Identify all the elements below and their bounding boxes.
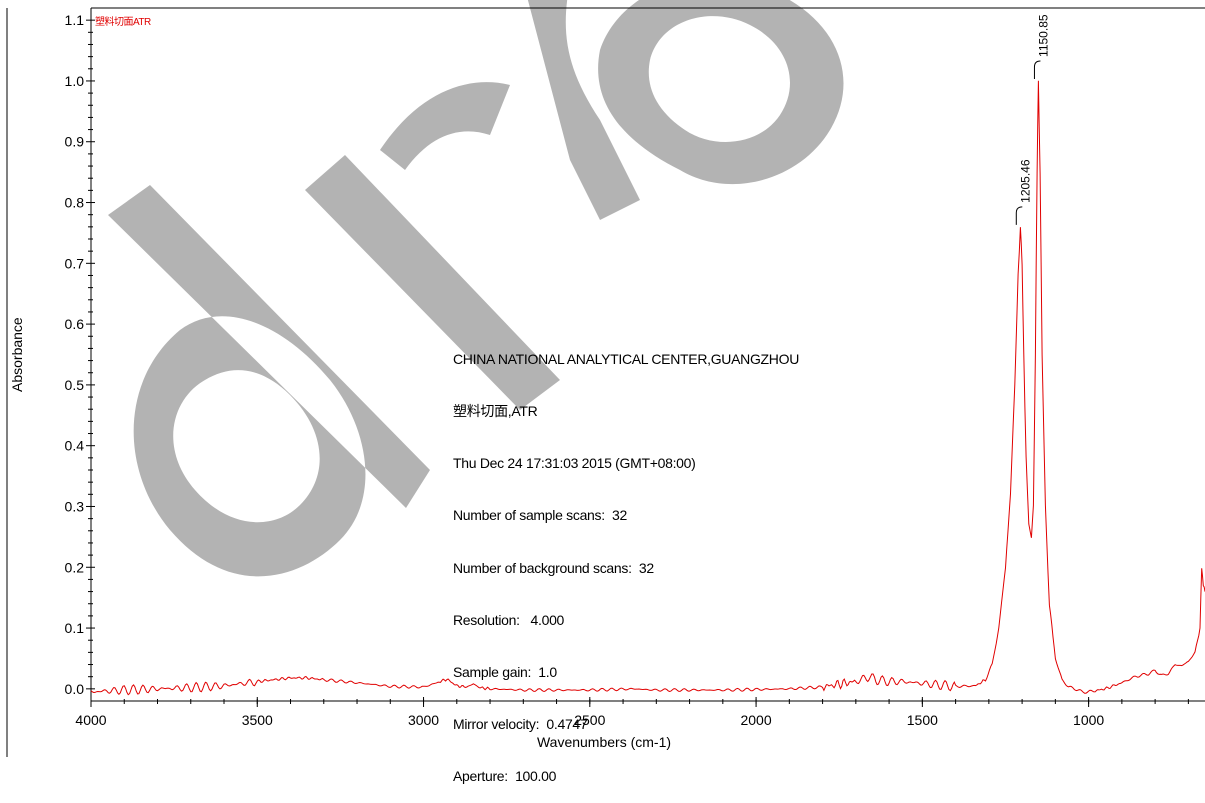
x-tick-label: 2500 <box>574 712 605 728</box>
y-tick-label: 0.5 <box>65 377 85 393</box>
watermark <box>108 0 844 577</box>
spectrum-chart: 0.0 0.1 0.2 0.3 0.4 0.5 0.6 0.7 0.8 0.9 1.0 1.1 4000… <box>6 0 1205 757</box>
info-line: CHINA NATIONAL ANALYTICAL CENTER,GUANGZH… <box>453 350 800 367</box>
x-tick-label: 4000 <box>75 712 106 728</box>
y-tick-label: 0.8 <box>65 195 85 211</box>
sample-info-block: CHINA NATIONAL ANALYTICAL CENTER,GUANGZH… <box>453 316 799 803</box>
axes: 0.0 0.1 0.2 0.3 0.4 0.5 0.6 0.7 0.8 0.9 1.0 1.1 4000… <box>6 7 1205 757</box>
info-line: Thu Dec 24 17:31:03 2015 (GMT+08:00) <box>453 455 696 472</box>
x-tick-label: 1000 <box>1073 712 1104 728</box>
y-tick-label: 0.3 <box>65 498 85 514</box>
watermark-letter-d <box>108 185 430 577</box>
plot-area: 1205.46 1150.85 <box>90 14 1205 696</box>
x-tick-label: 2000 <box>740 712 771 728</box>
watermark-letter-r <box>305 82 560 410</box>
y-tick-label: 0.9 <box>65 134 85 150</box>
y-tick-label: 0.1 <box>65 620 85 636</box>
watermark-letter-a <box>527 0 844 220</box>
y-axis-label: Absorbance <box>9 317 25 392</box>
info-line: Number of background scans: 32 <box>453 559 654 576</box>
y-tick-label: 0.2 <box>65 559 85 575</box>
y-tick-label: 0.4 <box>65 438 85 454</box>
legend-label: 塑料切面ATR <box>95 17 151 28</box>
peak-marker <box>1033 60 1041 79</box>
info-line: Resolution: 4.000 <box>453 611 565 628</box>
x-axis-label-text: Wavenumbers (cm-1) <box>536 734 672 750</box>
y-tick-label: 0.0 <box>65 681 85 697</box>
x-tick-label: 3000 <box>408 712 439 728</box>
info-line: Aperture: 100.00 <box>453 768 557 785</box>
info-line: Mirror velocity: 0.4747 <box>453 716 588 733</box>
y-tick-label: 1.0 <box>65 73 85 89</box>
x-tick-label: 3500 <box>242 712 273 728</box>
x-axis-label: Wavenumbers (cm-1) <box>0 734 1205 750</box>
peak-marker <box>1015 206 1023 225</box>
info-line: 塑料切面,ATR <box>453 403 538 420</box>
info-line: Sample gain: 1.0 <box>453 664 557 681</box>
series-line <box>90 80 1205 696</box>
y-tick-label: 1.1 <box>65 12 85 28</box>
peak-label: 1150.85 <box>1036 14 1050 57</box>
y-tick-label: 0.6 <box>65 316 85 332</box>
x-tick-label: 1500 <box>907 712 938 728</box>
y-tick-label: 0.7 <box>65 255 85 271</box>
info-line: Number of sample scans: 32 <box>453 507 627 524</box>
peak-label: 1205.46 <box>1018 159 1032 203</box>
